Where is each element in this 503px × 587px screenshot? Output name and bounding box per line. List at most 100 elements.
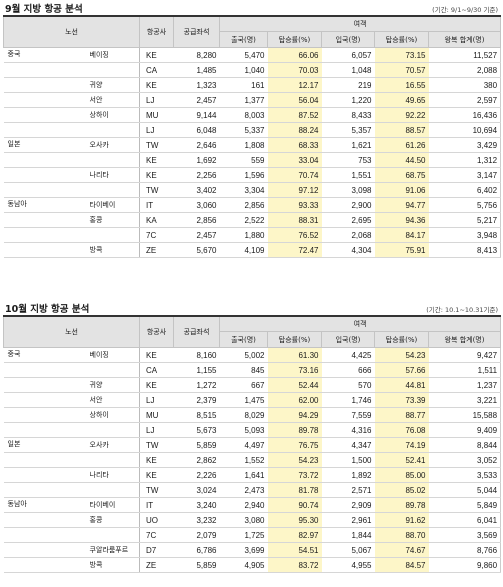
- departure-cell: 3,080: [219, 512, 268, 528]
- arrival-cell: 1,500: [321, 452, 375, 468]
- departure-header: 출국(명): [219, 31, 269, 48]
- section-header: 9월 지방 항공 분석 (기간: 9/1~9/30 기준): [3, 1, 500, 15]
- region-cell: 일본: [3, 437, 82, 453]
- dep-rate-cell: 52.44: [267, 377, 322, 393]
- section-title: 9월 지방 항공 분석: [5, 4, 83, 15]
- departure-cell: 4,497: [219, 437, 268, 453]
- airline-cell: LJ: [139, 122, 174, 138]
- seats-cell: 5,670: [173, 242, 220, 258]
- october-section: 10월 지방 항공 분석 (기간: 10.1~10.31기준) 노선 항공사 공…: [2, 301, 502, 573]
- arrival-cell: 4,316: [321, 422, 375, 438]
- arr-rate-cell: 88.57: [374, 122, 429, 138]
- route-cell: 타이베이: [81, 497, 140, 513]
- airline-cell: MU: [139, 407, 174, 423]
- departure-cell: 1,880: [219, 227, 268, 243]
- seats-cell: 1,272: [173, 377, 220, 393]
- dep-rate-cell: 62.00: [267, 392, 322, 408]
- airline-cell: LJ: [139, 422, 174, 438]
- september-section: 9월 지방 항공 분석 (기간: 9/1~9/30 기준) 노선 항공사 공급좌…: [2, 1, 502, 258]
- dep-rate-cell: 68.33: [267, 137, 322, 153]
- seats-cell: 5,859: [173, 437, 220, 453]
- region-cell: 일본: [3, 137, 82, 153]
- route-cell: 나리타: [81, 167, 140, 183]
- region-cell: [3, 527, 82, 543]
- round-total-cell: 5,044: [428, 482, 502, 498]
- round-total-cell: 3,221: [428, 392, 502, 408]
- table-row: 방콕 ZE 5,859 4,905 83.72 4,955 84.57 9,860: [3, 557, 502, 573]
- round-total-cell: 10,694: [428, 122, 502, 138]
- arrival-cell: 219: [321, 77, 375, 93]
- route-cell: 귀양: [81, 377, 140, 393]
- departure-cell: 1,475: [219, 392, 268, 408]
- table-row: 나리타 KE 2,226 1,641 73.72 1,892 85.00 3,533: [3, 467, 502, 483]
- region-cell: [3, 467, 82, 483]
- route-cell: [81, 482, 140, 498]
- dep-rate-cell: 95.30: [267, 512, 322, 528]
- round-total-cell: 8,413: [428, 242, 502, 258]
- departure-header: 출국(명): [219, 331, 269, 348]
- airline-cell: ZE: [139, 557, 174, 573]
- seats-cell: 2,646: [173, 137, 220, 153]
- table-row: 방콕 ZE 5,670 4,109 72.47 4,304 75.91 8,413: [3, 242, 502, 258]
- table-row: LJ 5,673 5,093 89.78 4,316 76.08 9,409: [3, 422, 502, 438]
- arr-rate-cell: 89.78: [374, 497, 429, 513]
- dep-rate-cell: 12.17: [267, 77, 322, 93]
- airline-cell: 7C: [139, 227, 174, 243]
- dep-rate-cell: 54.23: [267, 452, 322, 468]
- seats-cell: 1,155: [173, 362, 220, 378]
- arr-rate-header: 탑승률(%): [374, 331, 430, 348]
- round-total-cell: 3,429: [428, 137, 502, 153]
- route-cell: 방콕: [81, 242, 140, 258]
- round-total-cell: 5,756: [428, 197, 502, 213]
- table-row: 7C 2,079 1,725 82.97 1,844 88.70 3,569: [3, 527, 502, 543]
- airline-cell: KE: [139, 452, 174, 468]
- arr-rate-cell: 84.57: [374, 557, 429, 573]
- arrival-cell: 4,304: [321, 242, 375, 258]
- flight-table: 노선 항공사 공급좌석 여객 출국(명) 탑승률(%) 입국(명) 탑승률(%)…: [2, 315, 502, 573]
- seats-cell: 5,859: [173, 557, 220, 573]
- route-header: 노선: [2, 315, 141, 348]
- route-cell: 베이징: [81, 47, 140, 63]
- region-cell: [3, 542, 82, 558]
- arrival-cell: 1,892: [321, 467, 375, 483]
- table-row: CA 1,485 1,040 70.03 1,048 70.57 2,088: [3, 62, 502, 78]
- region-cell: [3, 107, 82, 123]
- seats-cell: 2,079: [173, 527, 220, 543]
- region-cell: 중국: [3, 347, 82, 363]
- table-row: 동남아 타이베이 IT 3,060 2,856 93.33 2,900 94.77 5,756: [3, 197, 502, 213]
- arrival-cell: 4,347: [321, 437, 375, 453]
- table-row: 동남아 타이베이 IT 3,240 2,940 90.74 2,909 89.78 5,849: [3, 497, 502, 513]
- region-cell: 동남아: [3, 497, 82, 513]
- region-cell: 중국: [3, 47, 82, 63]
- region-cell: [3, 242, 82, 258]
- departure-cell: 3,304: [219, 182, 268, 198]
- departure-cell: 8,029: [219, 407, 268, 423]
- table-row: TW 3,402 3,304 97.12 3,098 91.06 6,402: [3, 182, 502, 198]
- table-row: KE 1,692 559 33.04 753 44.50 1,312: [3, 152, 502, 168]
- departure-cell: 2,940: [219, 497, 268, 513]
- round-total-cell: 5,217: [428, 212, 502, 228]
- seats-cell: 1,323: [173, 77, 220, 93]
- table-row: 상하이 MU 8,515 8,029 94.29 7,559 88.77 15,588: [3, 407, 502, 423]
- seats-cell: 2,379: [173, 392, 220, 408]
- route-cell: [81, 452, 140, 468]
- arrival-cell: 1,551: [321, 167, 375, 183]
- arr-rate-cell: 85.00: [374, 467, 429, 483]
- passengers-header: 여객: [219, 315, 502, 332]
- departure-cell: 559: [219, 152, 268, 168]
- table-row: 나리타 KE 2,256 1,596 70.74 1,551 68.75 3,147: [3, 167, 502, 183]
- dep-rate-header: 탑승률(%): [267, 31, 323, 48]
- table-row: 서안 LJ 2,457 1,377 56.04 1,220 49.65 2,597: [3, 92, 502, 108]
- departure-cell: 667: [219, 377, 268, 393]
- region-cell: [3, 407, 82, 423]
- arr-rate-cell: 49.65: [374, 92, 429, 108]
- arr-rate-cell: 73.15: [374, 47, 429, 63]
- airline-cell: D7: [139, 542, 174, 558]
- arrival-cell: 1,220: [321, 92, 375, 108]
- arr-rate-cell: 44.50: [374, 152, 429, 168]
- arrival-cell: 570: [321, 377, 375, 393]
- round-total-cell: 9,409: [428, 422, 502, 438]
- dep-rate-cell: 73.16: [267, 362, 322, 378]
- route-cell: [81, 527, 140, 543]
- arr-rate-cell: 52.41: [374, 452, 429, 468]
